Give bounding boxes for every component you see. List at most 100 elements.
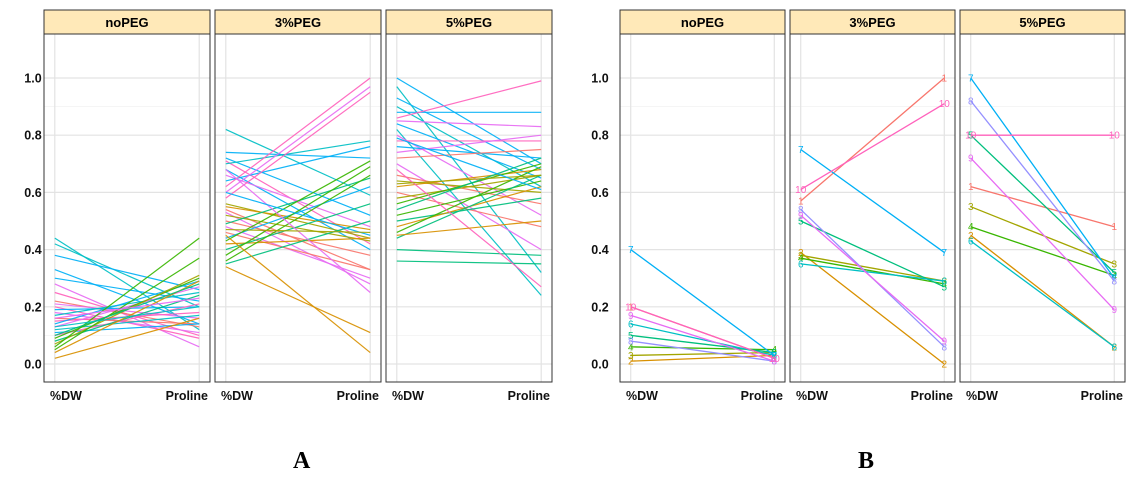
genotype-point-label: 1 <box>771 354 777 365</box>
genotype-point-label: 2 <box>1111 342 1117 353</box>
observation-line <box>225 266 371 334</box>
x-tick-label: %DW <box>626 389 658 403</box>
genotype-point-label: 9 <box>968 154 974 165</box>
genotype-point-label: 9 <box>798 211 804 222</box>
y-tick-label: 0.6 <box>24 186 41 200</box>
x-tick-label: %DW <box>392 389 424 403</box>
observation-line <box>54 317 200 359</box>
genotype-line <box>800 263 945 282</box>
genotype-point-label: 7 <box>1111 274 1117 285</box>
gridlines <box>620 34 785 382</box>
genotype-point-label: 1 <box>628 302 634 313</box>
observation-line <box>396 174 542 205</box>
genotype-point-label: 10 <box>965 131 977 142</box>
panel-border <box>385 33 553 383</box>
y-tick-label: 1.0 <box>591 72 608 86</box>
y-tick-label: 0.8 <box>24 129 41 143</box>
facet-strip-label: 5%PEG <box>1019 15 1065 30</box>
panel-border <box>43 33 211 383</box>
facet-strip-label: 3%PEG <box>275 15 321 30</box>
observation-line <box>396 249 542 256</box>
genotype-point-label: 4 <box>1111 271 1117 282</box>
genotype-line <box>800 103 945 191</box>
observation-line <box>225 191 371 236</box>
observation-line <box>396 120 542 128</box>
panel-border <box>959 33 1126 383</box>
facet-panel: 5%PEG %DW Proline <box>385 9 553 403</box>
genotype-line <box>800 77 945 202</box>
y-tick-label: 0.0 <box>24 358 41 372</box>
observation-line <box>396 77 542 165</box>
genotype-line <box>970 186 1115 228</box>
observation-line <box>396 220 542 236</box>
observation-line <box>225 203 371 251</box>
facet-strip <box>214 9 382 35</box>
x-tick-label: Proline <box>1081 389 1123 403</box>
facet-strip-label: 3%PEG <box>849 15 895 30</box>
genotype-point-label: 2 <box>771 351 777 362</box>
genotype-point-label: 10 <box>769 354 781 365</box>
x-tick-label: Proline <box>337 389 379 403</box>
panel-border <box>619 33 786 383</box>
observation-line <box>54 269 200 325</box>
facet-strip <box>385 9 553 35</box>
chart-genotype-means: Genotype means0.00.20.40.60.81.0noPEG112… <box>591 9 1126 403</box>
observation-line <box>54 303 200 319</box>
genotype-line <box>800 251 945 365</box>
gridlines <box>386 34 552 382</box>
observation-line <box>396 260 542 265</box>
genotype-line <box>970 77 1115 279</box>
plot-background <box>790 34 955 382</box>
observation-line <box>225 151 371 159</box>
plot-background <box>386 34 552 382</box>
y-tick-label: 0.0 <box>591 358 608 372</box>
genotype-line <box>630 354 775 362</box>
observation-line <box>396 166 542 233</box>
observation-line <box>225 231 371 271</box>
genotype-point-label: 10 <box>1109 131 1121 142</box>
plot-background <box>960 34 1125 382</box>
series-lines <box>396 77 542 296</box>
observation-line <box>225 214 371 242</box>
genotype-line <box>970 100 1115 282</box>
facet-strip <box>43 9 211 35</box>
observation-line <box>54 277 200 302</box>
facet-panel: 3%PEG %DW Proline <box>214 9 382 403</box>
y-tick-label: 0.2 <box>591 300 608 314</box>
series-lines <box>225 77 371 354</box>
genotype-point-label: 7 <box>771 351 777 362</box>
genotype-line <box>970 157 1115 311</box>
genotype-point-label: 10 <box>795 185 807 196</box>
genotype-line <box>630 306 775 359</box>
genotype-point-label: 2 <box>628 357 634 368</box>
genotype-point-label: 10 <box>625 302 637 313</box>
genotype-point-label: 6 <box>771 351 777 362</box>
observation-line <box>225 91 371 199</box>
genotype-point-label: 5 <box>798 217 804 228</box>
genotype-point-label: 6 <box>941 277 947 288</box>
genotype-point-label: 9 <box>771 357 777 368</box>
x-tick-label: Proline <box>911 389 953 403</box>
genotype-point-label: 1 <box>1111 222 1117 233</box>
genotype-line <box>970 240 1115 348</box>
observation-line <box>396 174 542 199</box>
genotype-point-label: 7 <box>798 145 804 156</box>
observation-line <box>225 77 371 188</box>
genotype-line <box>630 340 775 362</box>
genotype-point-label: 3 <box>771 348 777 359</box>
series-lines <box>54 237 200 359</box>
genotype-point-label: 8 <box>968 96 974 107</box>
y-tick-label: 0.4 <box>591 243 608 257</box>
panel-border <box>214 33 382 383</box>
genotype-point-label: 10 <box>939 99 951 110</box>
genotype-point-label: 8 <box>771 357 777 368</box>
observation-line <box>54 297 200 319</box>
y-tick-label: 1.0 <box>24 72 41 86</box>
observation-line <box>54 237 200 348</box>
observation-line <box>396 146 542 159</box>
observation-line <box>225 160 371 242</box>
